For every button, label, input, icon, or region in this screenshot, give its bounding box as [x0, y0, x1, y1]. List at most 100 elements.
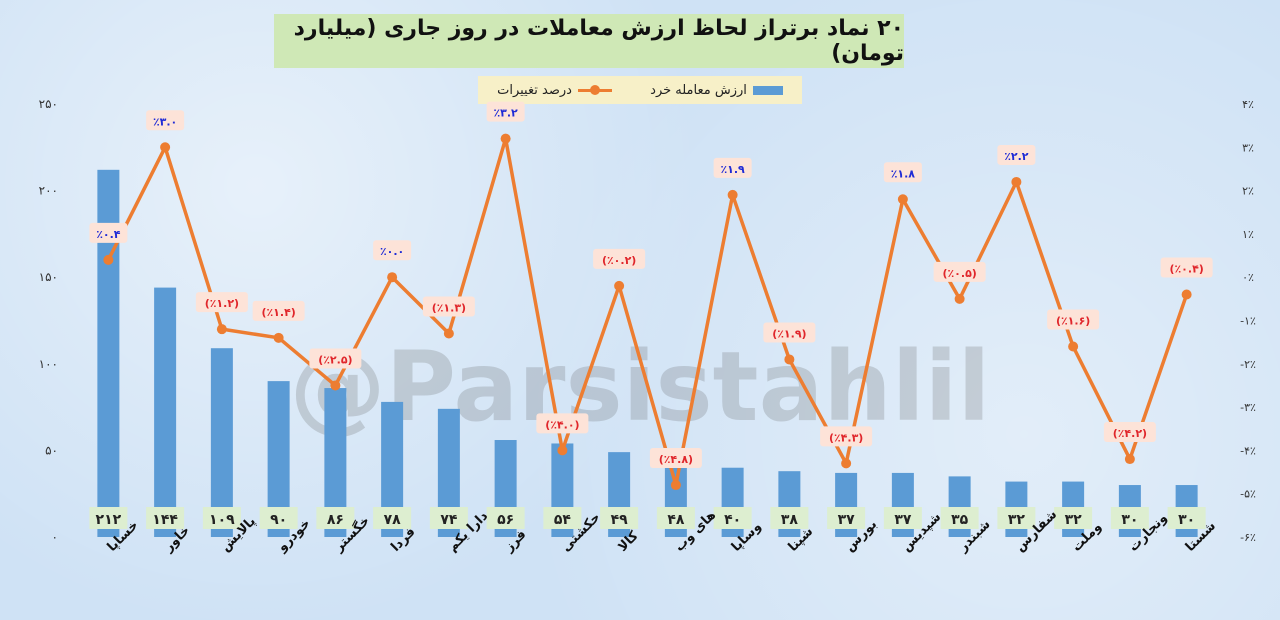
- value-label-box: [770, 507, 809, 529]
- line-point: [330, 380, 341, 391]
- line-point: [443, 328, 454, 339]
- pct-label: (٪۴.۸): [659, 453, 693, 466]
- line-point: [897, 194, 908, 205]
- pct-label-box: [252, 300, 305, 321]
- value-label-box: [713, 507, 752, 529]
- value-label-box: [486, 507, 525, 529]
- pct-label-box: [309, 348, 362, 369]
- pct-label-box: [536, 413, 589, 434]
- value-label-box: [429, 507, 468, 529]
- value-label-box: [89, 507, 128, 529]
- value-label: ۳۰: [1121, 512, 1138, 528]
- value-label: ۳۵: [951, 512, 969, 528]
- y-left-tick-label: ۰: [52, 530, 58, 544]
- bar: [154, 287, 177, 537]
- y-right-tick-label: ۲٪: [1242, 185, 1254, 198]
- value-label-box: [997, 507, 1036, 529]
- y-left-tick-label: ۵۰: [45, 443, 58, 457]
- watermark-text: @Parsistahlil: [290, 331, 991, 443]
- value-label: ۷۸: [384, 512, 402, 528]
- value-label: ۹۰: [270, 512, 287, 528]
- pct-label: ٪۰.۴: [96, 228, 121, 241]
- pct-label-box: [593, 248, 646, 269]
- pct-label: ٪۲.۲: [1004, 150, 1029, 163]
- pct-label-box: [89, 222, 128, 243]
- pct-label-box: [933, 261, 986, 282]
- value-label-box: [827, 507, 866, 529]
- line-point: [387, 272, 398, 283]
- line-point: [784, 354, 795, 365]
- y-right-tick-label: -۶٪: [1240, 531, 1256, 544]
- value-label: ۳۷: [838, 512, 856, 528]
- y-right-tick-label: ۳٪: [1242, 141, 1254, 154]
- value-label: ۸۶: [327, 512, 344, 528]
- value-label: ۳۲: [1008, 512, 1026, 528]
- value-label-box: [543, 507, 582, 529]
- value-label-box: [883, 507, 922, 529]
- y-right-tick-label: ۴٪: [1242, 98, 1254, 111]
- value-label: ۵۴: [554, 512, 572, 528]
- pct-label-box: [997, 144, 1036, 165]
- pct-label: (٪۴.۳): [829, 431, 863, 444]
- y-right-tick-label: -۴٪: [1240, 444, 1256, 457]
- pct-label-box: [195, 292, 248, 313]
- value-label: ۲۱۲: [96, 512, 122, 528]
- line-point: [557, 445, 568, 456]
- value-label: ۴۹: [611, 512, 629, 528]
- pct-label-box: [373, 240, 412, 261]
- value-label-box: [1054, 507, 1093, 529]
- value-label-box: [600, 507, 639, 529]
- pct-label: ٪۱.۸: [891, 167, 916, 180]
- line-point: [1011, 176, 1022, 187]
- value-label-box: [656, 507, 695, 529]
- value-label: ۴۸: [667, 512, 685, 528]
- legend-item-line: درصد تغییرات: [497, 83, 612, 98]
- pct-label-box: [486, 101, 525, 122]
- value-label: ۵۶: [497, 512, 514, 528]
- pct-label-box: [820, 426, 873, 447]
- line-point: [670, 480, 681, 491]
- pct-label: ٪۰.۰: [380, 245, 404, 258]
- legend-line-swatch: [577, 84, 612, 95]
- y-right-tick-label: -۵٪: [1240, 488, 1256, 501]
- bar: [97, 169, 120, 538]
- value-label: ۳۲: [1065, 512, 1083, 528]
- y-right-tick-label: ۰٪: [1242, 271, 1254, 284]
- y-left-tick-label: ۱۵۰: [39, 270, 58, 284]
- value-label-box: [146, 507, 185, 529]
- series-line: [106, 136, 1189, 487]
- value-label-box: [316, 507, 355, 529]
- pct-label: (٪۱.۲): [205, 297, 239, 310]
- pct-label: (٪۰.۲): [602, 254, 636, 267]
- pct-label: ٪۳.۰: [153, 115, 177, 128]
- value-label: ۱۰۹: [209, 512, 235, 528]
- pct-label-box: [883, 162, 922, 183]
- value-label: ۷۴: [440, 512, 458, 528]
- value-label-box: [202, 507, 241, 529]
- line-point: [160, 142, 171, 153]
- line-point: [216, 324, 227, 335]
- pct-label-box: [649, 448, 702, 469]
- pct-label: (٪۰.۴): [1169, 263, 1203, 276]
- line-point: [273, 332, 284, 343]
- chart-legend: ارزش معامله خرد درصد تغییرات: [478, 76, 802, 104]
- y-right-tick-label: -۳٪: [1240, 401, 1256, 414]
- y-left-tick-label: ۱۰۰: [39, 357, 58, 371]
- legend-bar-label: ارزش معامله خرد: [650, 82, 747, 98]
- line-point: [103, 254, 114, 265]
- legend-item-bar: ارزش معامله خرد: [650, 83, 783, 98]
- pct-label: (٪۴.۲): [1113, 427, 1147, 440]
- bar: [324, 388, 347, 537]
- pct-label: (٪۱.۹): [772, 327, 806, 340]
- line-point: [727, 189, 738, 200]
- value-label-box: [940, 507, 979, 529]
- y-left-tick-label: ۲۵۰: [39, 97, 58, 111]
- value-label: ۳۷: [894, 512, 912, 528]
- value-label-box: [1167, 507, 1206, 529]
- y-right-tick-label: ۱٪: [1242, 228, 1254, 241]
- pct-label-box: [1047, 309, 1100, 330]
- value-label: ۱۴۴: [152, 512, 178, 528]
- pct-label-box: [713, 157, 752, 178]
- pct-label: (٪۱.۶): [1056, 314, 1090, 327]
